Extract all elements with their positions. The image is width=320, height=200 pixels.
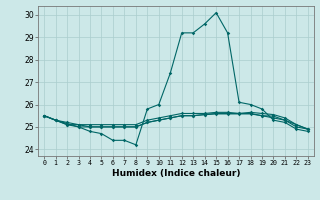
X-axis label: Humidex (Indice chaleur): Humidex (Indice chaleur) xyxy=(112,169,240,178)
